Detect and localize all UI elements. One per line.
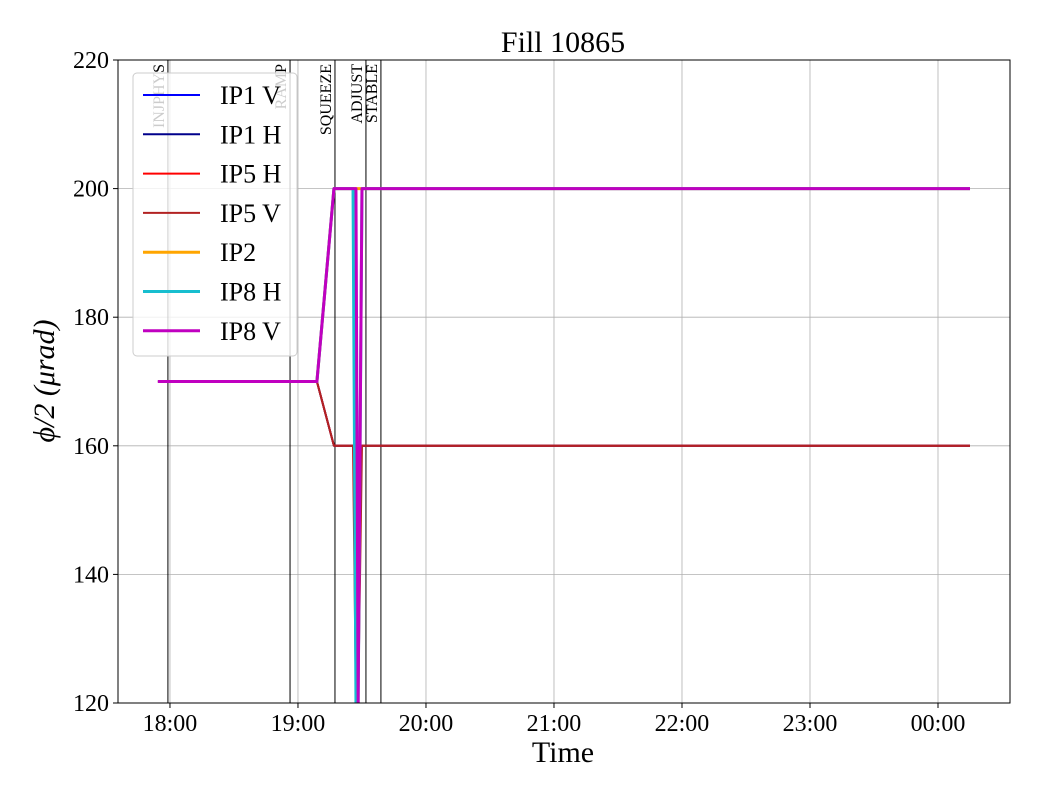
legend-label: IP1 V [220,81,281,110]
y-tick-label: 180 [73,305,109,331]
legend-label: IP8 V [220,317,281,346]
event-label: ADJUST [349,64,366,124]
y-tick-label: 120 [73,691,109,717]
legend-label: IP1 H [220,120,282,149]
x-tick-label: 18:00 [143,711,198,737]
legend-label: IP5 H [220,160,282,189]
legend-label: IP5 V [220,199,281,228]
x-axis-label: Time [532,736,594,769]
legend: IP1 V IP1 H IP5 H IP5 V IP2 IP8 H IP8 V [132,72,298,357]
y-tick-label: 200 [73,177,109,203]
series-line [157,380,970,447]
series-line [157,380,970,703]
x-tick-label: 00:00 [911,711,966,737]
event-label: STABLE [364,64,381,123]
plot-frame [117,59,1011,704]
x-tick-label: 21:00 [527,711,582,737]
x-tick-label: 20:00 [399,711,454,737]
y-tick-label: 160 [73,434,109,460]
x-tick-label: 19:00 [271,711,326,737]
series-line [157,187,970,703]
x-tick-label: 22:00 [655,711,710,737]
legend-label: IP2 [220,238,256,267]
series-line [157,380,970,447]
x-tick-label: 23:00 [783,711,838,737]
chart-title: Fill 10865 [501,26,625,59]
legend-label: IP8 H [220,278,282,307]
y-tick-label: 140 [73,562,109,588]
series-line [157,380,970,447]
lines [157,187,970,703]
legend-box [132,72,298,357]
event-label: SQUEEZE [318,64,335,135]
y-axis-label: ϕ/2 (μrad) [28,319,61,442]
axes: 120 140 160 180 200 220 18:00 19:00 20:00 21:00 22… [73,48,1011,737]
y-tick-label: 220 [73,48,109,74]
